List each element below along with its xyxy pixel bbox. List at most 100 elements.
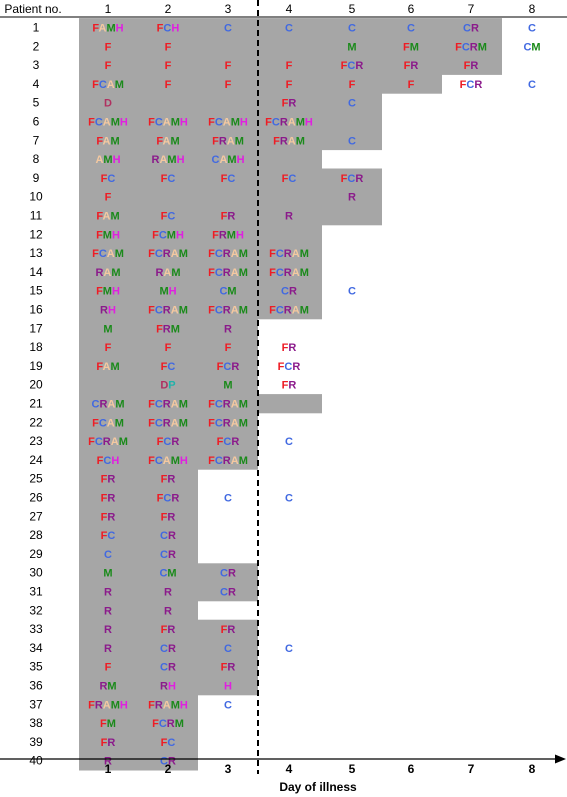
shade-row-27	[79, 506, 198, 527]
cell-p3-d1: F	[105, 60, 112, 72]
cell-p1-d5: C	[348, 23, 356, 35]
cell-p34-d2: CR	[160, 643, 176, 655]
patient-label-36: 36	[29, 679, 43, 693]
shade-row-5	[79, 93, 382, 113]
cell-p27-d2: FR	[161, 511, 176, 523]
cell-p30-d3: CR	[220, 568, 236, 580]
cell-p16-d4: FCRAM	[269, 305, 309, 317]
cell-p1-d8: C	[528, 23, 536, 35]
cell-p3-d4: F	[286, 60, 293, 72]
shade-row-32	[79, 600, 198, 621]
patient-label-21: 21	[29, 397, 43, 411]
day-header-6: 6	[408, 2, 415, 16]
cell-p25-d2: FR	[161, 474, 176, 486]
patient-label-27: 27	[29, 509, 43, 523]
cell-p35-d1: F	[105, 662, 112, 674]
shade-row-37	[79, 694, 198, 715]
cell-p15-d5: C	[348, 286, 356, 298]
cell-p28-d1: FC	[101, 530, 116, 542]
cell-p8-d1: AMH	[95, 154, 120, 166]
shade-row-22	[79, 412, 258, 433]
cell-p11-d1: FAM	[96, 211, 119, 223]
cell-p4-d6: F	[408, 79, 415, 91]
cell-p16-d1: RH	[100, 305, 116, 317]
cell-p9-d4: FC	[282, 173, 297, 185]
cell-p2-d8: CM	[523, 41, 540, 53]
cell-p9-d2: FC	[161, 173, 176, 185]
cell-p4-d4: F	[286, 79, 293, 91]
cell-p21-d2: FCRAM	[148, 399, 188, 411]
cell-p26-d3: C	[224, 493, 232, 505]
x-tick-4: 4	[286, 762, 293, 776]
cell-p20-d2: DP	[160, 380, 175, 392]
patient-label-23: 23	[29, 434, 43, 448]
cell-p20-d4: FR	[282, 380, 297, 392]
cell-p8-d3: CAMH	[211, 154, 244, 166]
day-header-7: 7	[468, 2, 475, 16]
cell-p22-d3: FCRAM	[208, 417, 248, 429]
patient-label-15: 15	[29, 284, 43, 298]
cell-p23-d4: C	[285, 436, 293, 448]
x-tick-6: 6	[408, 762, 415, 776]
cell-p10-d5: R	[348, 192, 356, 204]
cell-p6-d2: FCAMH	[148, 117, 188, 129]
patient-label-37: 37	[29, 697, 43, 711]
patient-label-16: 16	[29, 303, 43, 317]
cell-p15-d3: CM	[219, 286, 236, 298]
patient-label-3: 3	[33, 58, 40, 72]
cell-p15-d4: CR	[281, 286, 297, 298]
cell-p33-d2: FR	[161, 624, 176, 636]
patient-no-header: Patient no.	[4, 2, 61, 16]
cell-p7-d3: FRAM	[212, 135, 244, 147]
patient-label-40: 40	[29, 754, 43, 768]
patient-label-39: 39	[29, 735, 43, 749]
shade-row-11	[79, 206, 382, 226]
patient-label-31: 31	[29, 585, 43, 599]
cell-p14-d2: RAM	[155, 267, 180, 279]
cell-p14-d1: RAM	[95, 267, 120, 279]
cell-p20-d3: M	[223, 380, 232, 392]
shade-row-25	[79, 469, 198, 489]
shade-row-6	[79, 112, 382, 132]
cell-p16-d2: FCRAM	[148, 305, 188, 317]
shade-row-35	[79, 657, 258, 677]
patient-label-18: 18	[29, 340, 43, 354]
patient-label-7: 7	[33, 133, 40, 147]
cell-p28-d2: CR	[160, 530, 176, 542]
shade-row-9	[79, 168, 382, 188]
cell-p3-d5: FCR	[341, 60, 364, 72]
cell-p33-d1: R	[104, 624, 112, 636]
shaded-region	[79, 18, 502, 771]
cell-p29-d2: CR	[160, 549, 176, 561]
shade-row-1	[79, 18, 502, 38]
day-header-1: 1	[105, 2, 112, 16]
cell-p40-d1: R	[104, 756, 112, 768]
cell-p12-d2: FCMH	[152, 229, 184, 241]
cell-p37-d1: FRAMH	[88, 699, 128, 711]
cell-p1-d3: C	[224, 23, 232, 35]
patient-label-24: 24	[29, 453, 43, 467]
cell-p31-d1: R	[104, 587, 112, 599]
cell-p1-d4: C	[285, 23, 293, 35]
patient-labels: 1234567891011121314151617181920212223242…	[29, 21, 43, 768]
cell-p2-d2: F	[165, 41, 172, 53]
cell-p8-d2: RAMH	[151, 154, 184, 166]
cell-p38-d2: FCRM	[152, 718, 184, 730]
shade-row-3	[79, 55, 502, 75]
cell-p4-d2: F	[165, 79, 172, 91]
patient-label-25: 25	[29, 472, 43, 486]
cell-p34-d3: C	[224, 643, 232, 655]
day-header-row: 1 2 3 4 5 6 7 8	[105, 2, 536, 16]
cell-p7-d4: FRAM	[273, 135, 305, 147]
x-tick-7: 7	[468, 762, 475, 776]
cell-p5-d4: FR	[282, 98, 297, 110]
shade-row-12	[79, 224, 322, 245]
patient-label-33: 33	[29, 622, 43, 636]
shade-row-18	[79, 337, 258, 357]
cell-p36-d2: RH	[160, 681, 176, 693]
cell-p2-d1: F	[105, 41, 112, 53]
shade-row-36	[79, 676, 258, 696]
patient-label-11: 11	[30, 209, 43, 223]
cell-p37-d2: FRAMH	[148, 699, 188, 711]
cell-p1-d6: C	[407, 23, 415, 35]
